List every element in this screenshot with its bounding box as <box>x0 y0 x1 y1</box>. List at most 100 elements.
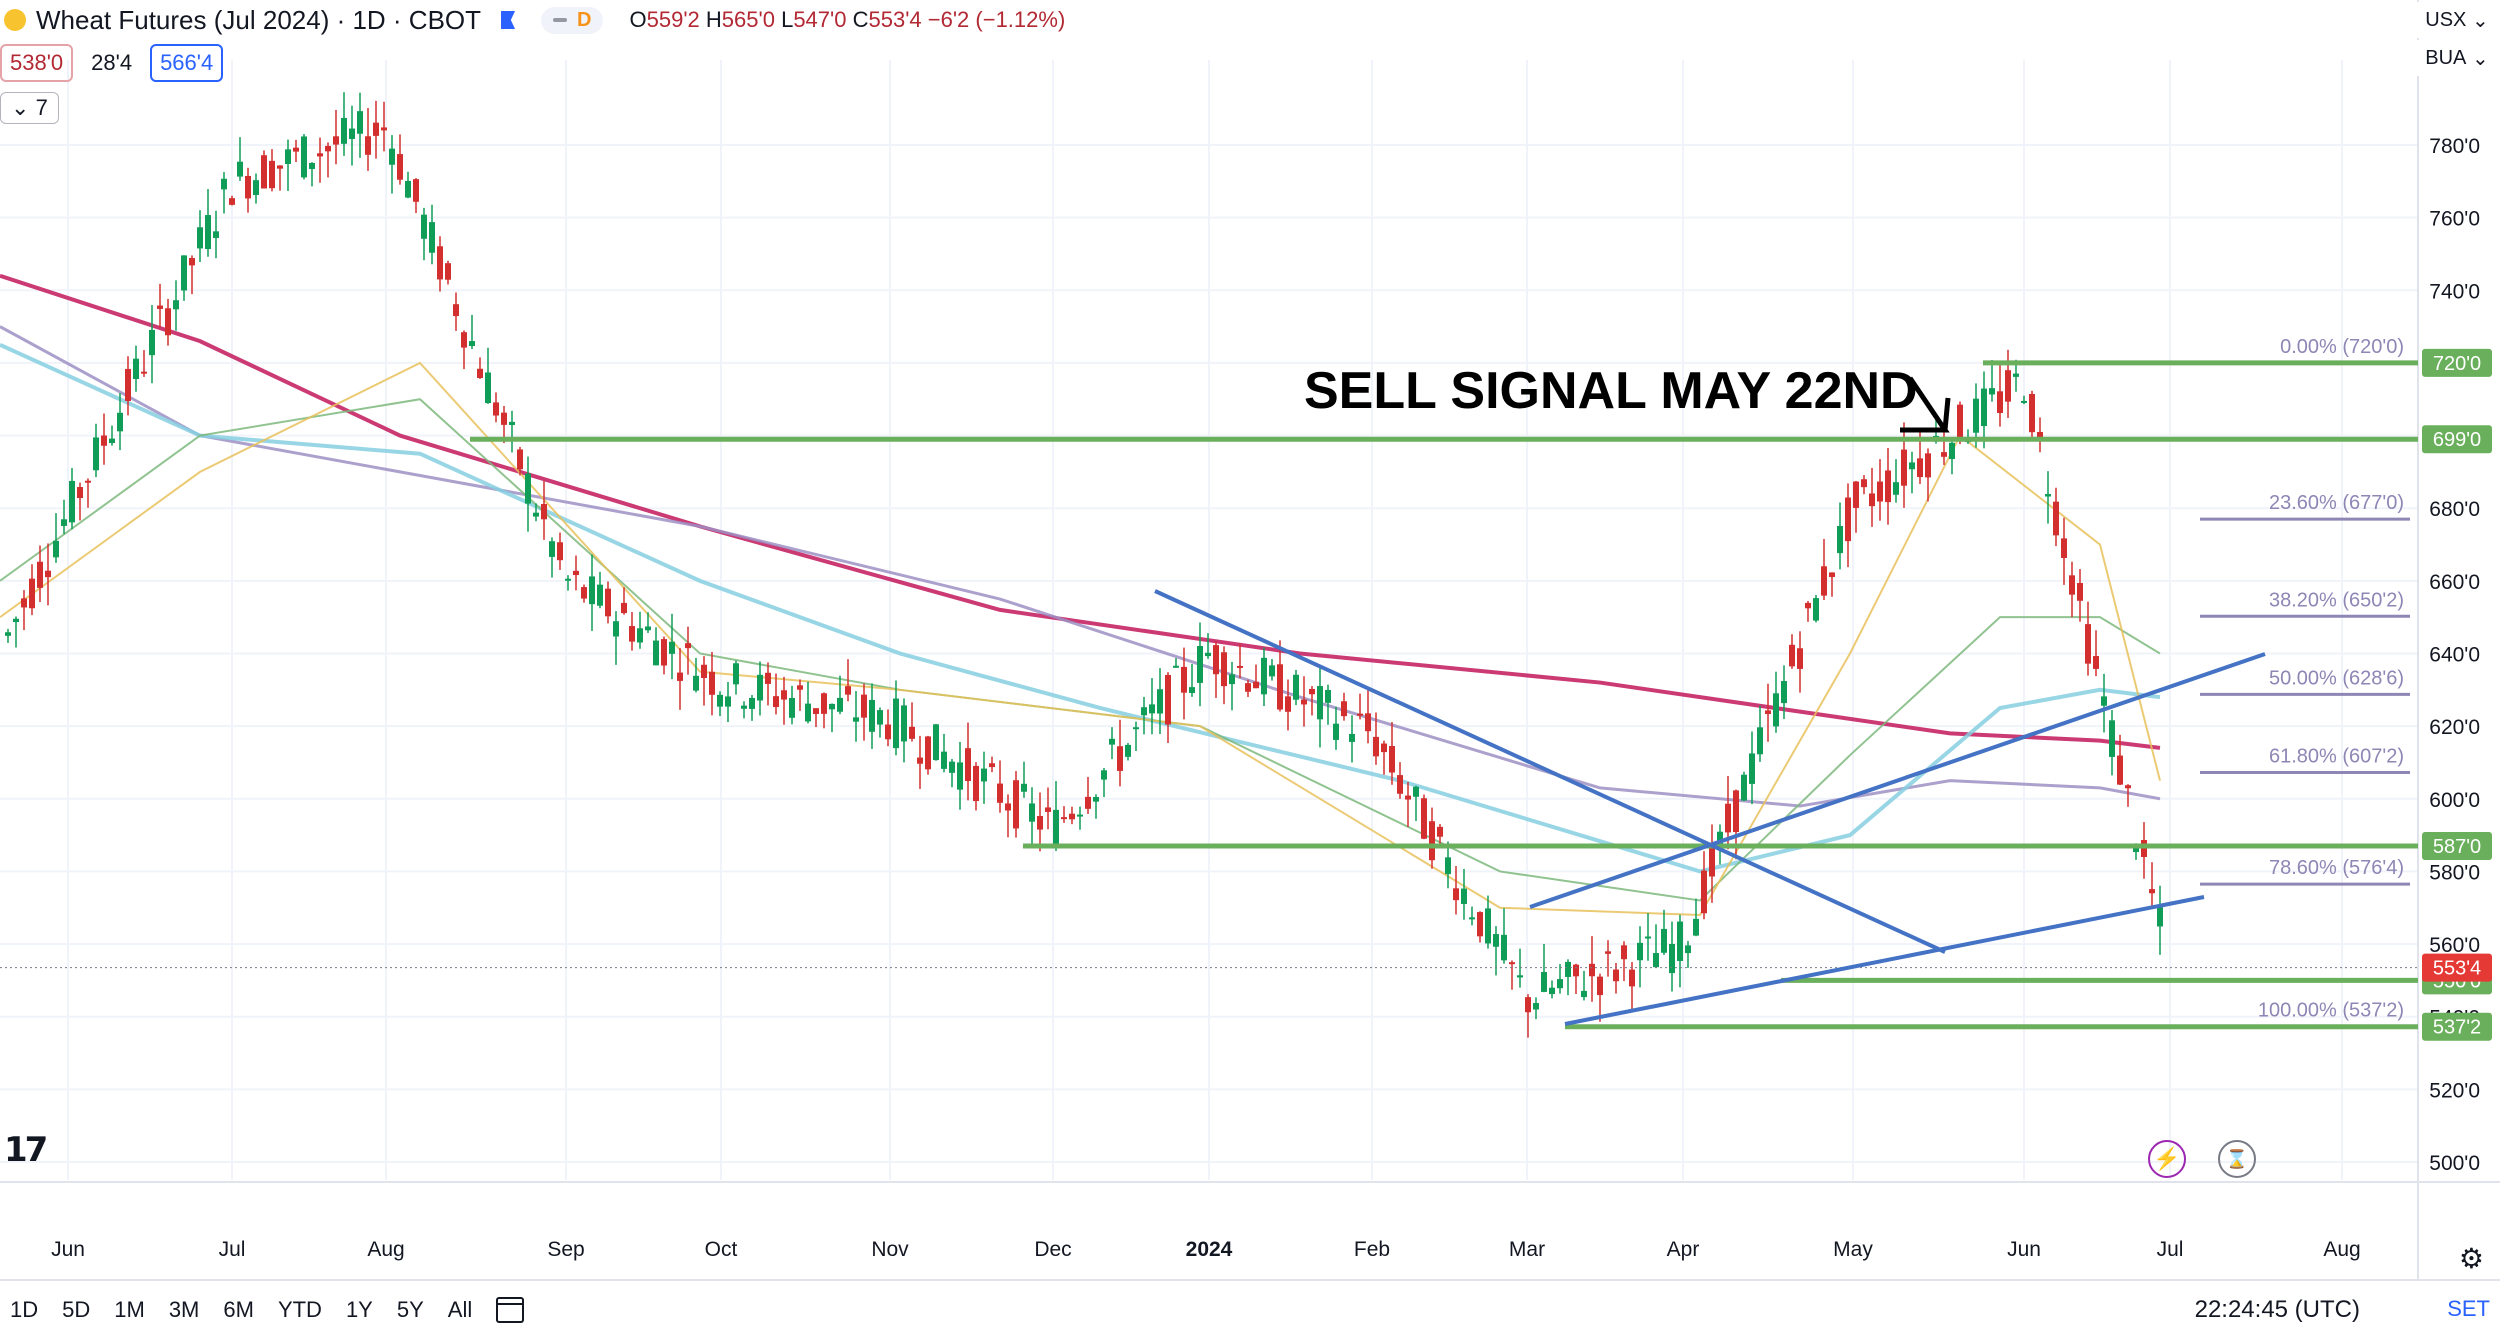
indicators-toggle[interactable]: ⌄ 7 <box>0 92 59 124</box>
range-3m[interactable]: 3M <box>168 1297 200 1322</box>
candle-body <box>1629 969 1635 987</box>
candle-body <box>605 588 611 617</box>
range-ytd[interactable]: YTD <box>277 1297 322 1322</box>
candle-body <box>1885 470 1891 503</box>
flag-icon[interactable] <box>501 11 516 29</box>
candle-body <box>1749 753 1755 784</box>
range-1d[interactable]: 1D <box>10 1297 39 1322</box>
candle-body <box>1029 803 1035 822</box>
currency-select[interactable]: USX ⌄ <box>2414 2 2500 38</box>
candle-body <box>1197 646 1203 683</box>
ask-button[interactable]: 566'4 <box>150 44 224 82</box>
candle-body <box>1709 845 1715 877</box>
candle-body <box>277 165 283 169</box>
candle-body <box>141 371 147 374</box>
candle-body <box>349 128 355 139</box>
candle-body <box>1061 817 1067 820</box>
candle-body <box>1173 665 1179 668</box>
moving-average-line <box>0 342 2161 874</box>
candle-body <box>109 438 115 444</box>
candle-body <box>493 402 499 416</box>
fib-level-label: 50.00% (628'6) <box>2269 667 2404 689</box>
candle-body <box>2141 840 2147 858</box>
candle-body <box>781 690 787 700</box>
y-tick-label: 580'0 <box>2429 861 2480 884</box>
candle-body <box>1509 962 1515 965</box>
candle-body <box>1229 674 1235 685</box>
candle-body <box>773 696 779 708</box>
candle-body <box>1981 388 1987 427</box>
candle-body <box>117 412 123 432</box>
candle-body <box>421 214 427 239</box>
calendar-icon[interactable] <box>496 1297 525 1323</box>
lightning-icon[interactable]: ⚡ <box>2148 1140 2186 1178</box>
candle-body <box>2077 582 2083 601</box>
range-6m[interactable]: 6M <box>223 1297 254 1322</box>
symbol-title[interactable]: Wheat Futures (Jul 2024) · 1D · CBOT <box>36 4 482 35</box>
candle-body <box>1941 452 1947 457</box>
y-tick-label: 760'0 <box>2429 208 2480 231</box>
candle-body <box>1317 686 1323 720</box>
candle-body <box>1645 936 1651 939</box>
candle-body <box>101 435 107 446</box>
level-price-tag <box>2422 1012 2492 1041</box>
range-5y[interactable]: 5Y <box>396 1297 424 1322</box>
candle-body <box>1053 809 1059 848</box>
candle-body <box>373 122 379 136</box>
candle-body <box>309 162 315 169</box>
candle-body <box>93 437 99 471</box>
candle-body <box>717 694 723 707</box>
candle-body <box>1613 969 1619 982</box>
candle-body <box>1789 644 1795 667</box>
candle-body <box>333 136 339 145</box>
fib-level-label: 100.00% (537'2) <box>2258 1000 2404 1022</box>
tradingview-logo[interactable]: 17 <box>4 1130 48 1170</box>
candle-body <box>589 576 595 605</box>
candle-body <box>653 640 659 666</box>
trendline[interactable] <box>1564 895 2205 1026</box>
candle-body <box>5 632 11 636</box>
x-tick-label: Oct <box>705 1238 738 1261</box>
candle-body <box>365 136 371 155</box>
candle-body <box>749 697 755 709</box>
trendline[interactable] <box>1154 589 1946 954</box>
hourglass-icon[interactable]: ⌛ <box>2218 1140 2256 1178</box>
candle-body <box>1845 497 1851 542</box>
gear-icon[interactable]: ⚙ <box>2458 1243 2484 1274</box>
candle-body <box>1813 598 1819 621</box>
range-1m[interactable]: 1M <box>114 1297 145 1322</box>
candle-body <box>621 602 627 614</box>
candle-body <box>381 127 387 131</box>
candle-body <box>1765 710 1771 714</box>
candle-body <box>77 487 83 499</box>
candle-body <box>1309 688 1315 695</box>
candle-body <box>533 512 539 517</box>
candle-body <box>997 783 1003 803</box>
clock[interactable]: 22:24:45 (UTC) <box>2194 1296 2360 1323</box>
candle-body <box>2037 431 2043 438</box>
candle-body <box>1869 493 1875 507</box>
bid-ask-row: 538'0 28'4 566'4 <box>0 44 224 82</box>
session-button[interactable]: SET <box>2447 1296 2490 1321</box>
sell-signal-annotation[interactable]: SELL SIGNAL MAY 22ND <box>1304 362 1918 420</box>
unit-select[interactable]: BUA ⌄ <box>2414 40 2500 76</box>
candle-body <box>125 368 131 402</box>
range-5d[interactable]: 5D <box>62 1297 91 1322</box>
x-tick-label: Feb <box>1354 1238 1390 1261</box>
trendline[interactable] <box>1529 652 2266 909</box>
range-1y[interactable]: 1Y <box>345 1297 373 1322</box>
candle-body <box>1661 928 1667 953</box>
level-price-tag <box>2422 425 2492 454</box>
range-all[interactable]: All <box>447 1297 473 1322</box>
candle-body <box>709 671 715 695</box>
y-tick-label: 520'0 <box>2429 1079 2480 1102</box>
y-tick-label: 620'0 <box>2429 716 2480 739</box>
bid-button[interactable]: 538'0 <box>0 44 74 82</box>
candle-body <box>2109 720 2115 757</box>
x-tick-label: 2024 <box>1186 1238 1233 1261</box>
candle-body <box>205 215 211 250</box>
candle-body <box>941 751 947 769</box>
indicator-pill[interactable]: D <box>541 6 604 34</box>
candle-body <box>1565 961 1571 977</box>
